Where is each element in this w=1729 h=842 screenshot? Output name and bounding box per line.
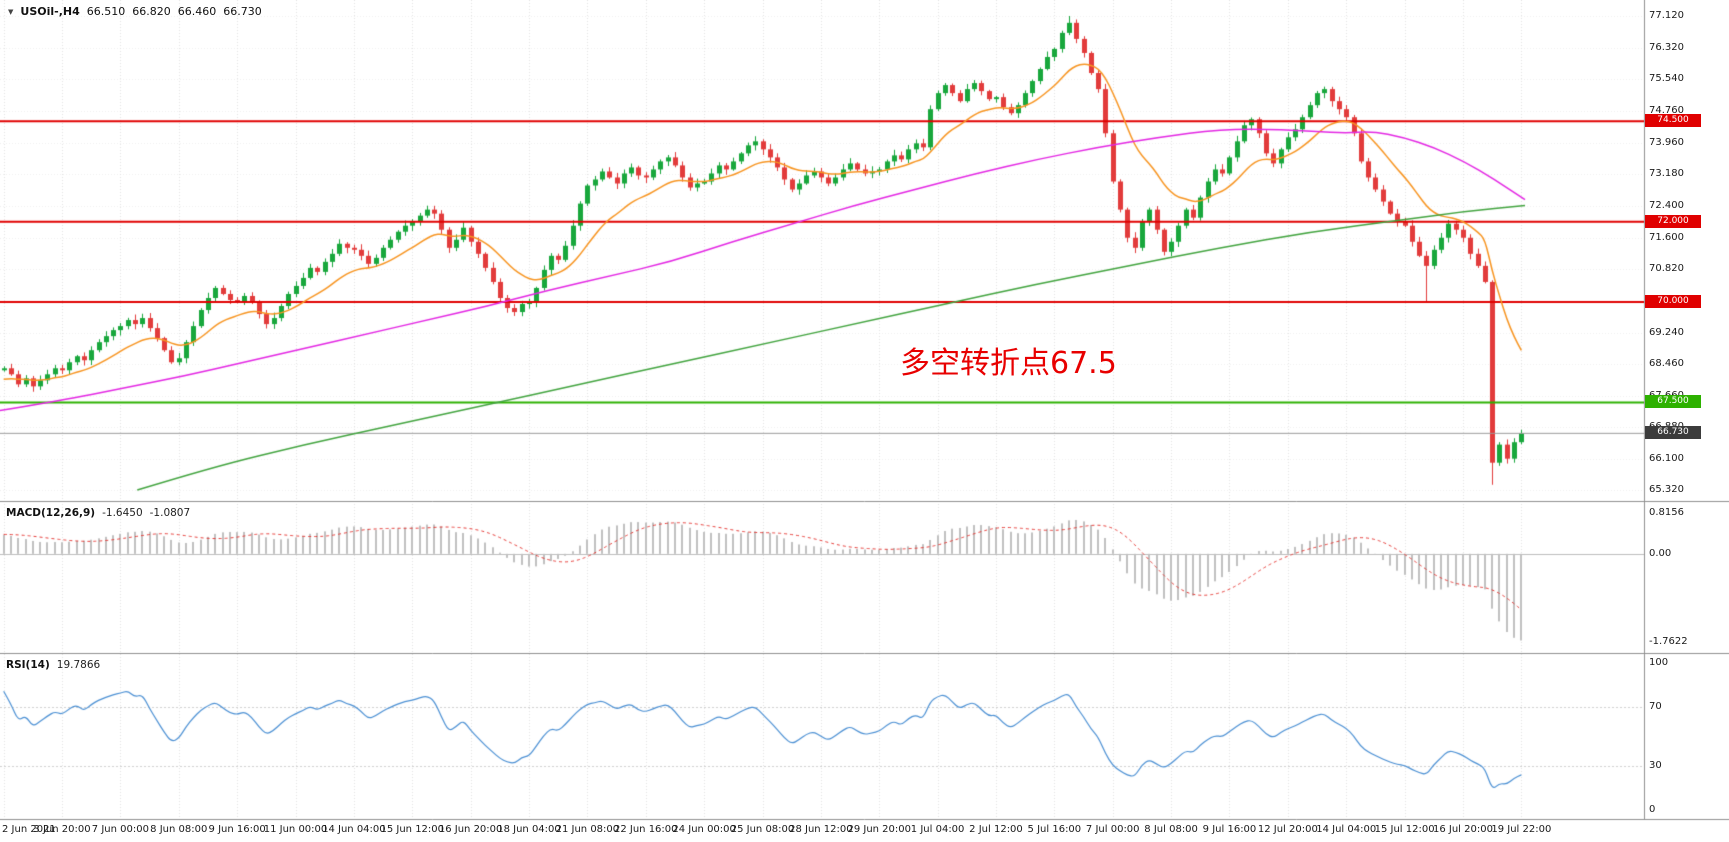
macd-value-signal: -1.0807 <box>149 507 191 519</box>
symbol-header: ▼ USOil-,H4 66.510 66.820 66.460 66.730 <box>8 5 262 18</box>
macd-value-main: -1.6450 <box>102 507 143 519</box>
rsi-label: RSI(14) 19.7866 <box>6 659 100 671</box>
rsi-panel[interactable] <box>0 655 1644 818</box>
rsi-value: 19.7866 <box>56 659 101 671</box>
macd-panel[interactable] <box>0 503 1644 652</box>
ohlc-low: 66.460 <box>177 5 217 18</box>
price-chart-panel[interactable] <box>0 0 1644 500</box>
ohlc-high: 66.820 <box>132 5 171 18</box>
symbol-timeframe-label: USOil-,H4 <box>20 5 80 18</box>
annotation-text: 多空转折点67.5 <box>900 346 1117 381</box>
macd-label: MACD(12,26,9) -1.6450 -1.0807 <box>6 507 190 519</box>
ohlc-open: 66.510 <box>86 5 126 18</box>
symbol-dropdown-icon[interactable]: ▼ <box>8 7 14 16</box>
ohlc-close: 66.730 <box>223 5 262 18</box>
macd-indicator-name: MACD(12,26,9) <box>6 507 96 519</box>
rsi-indicator-name: RSI(14) <box>6 659 50 671</box>
